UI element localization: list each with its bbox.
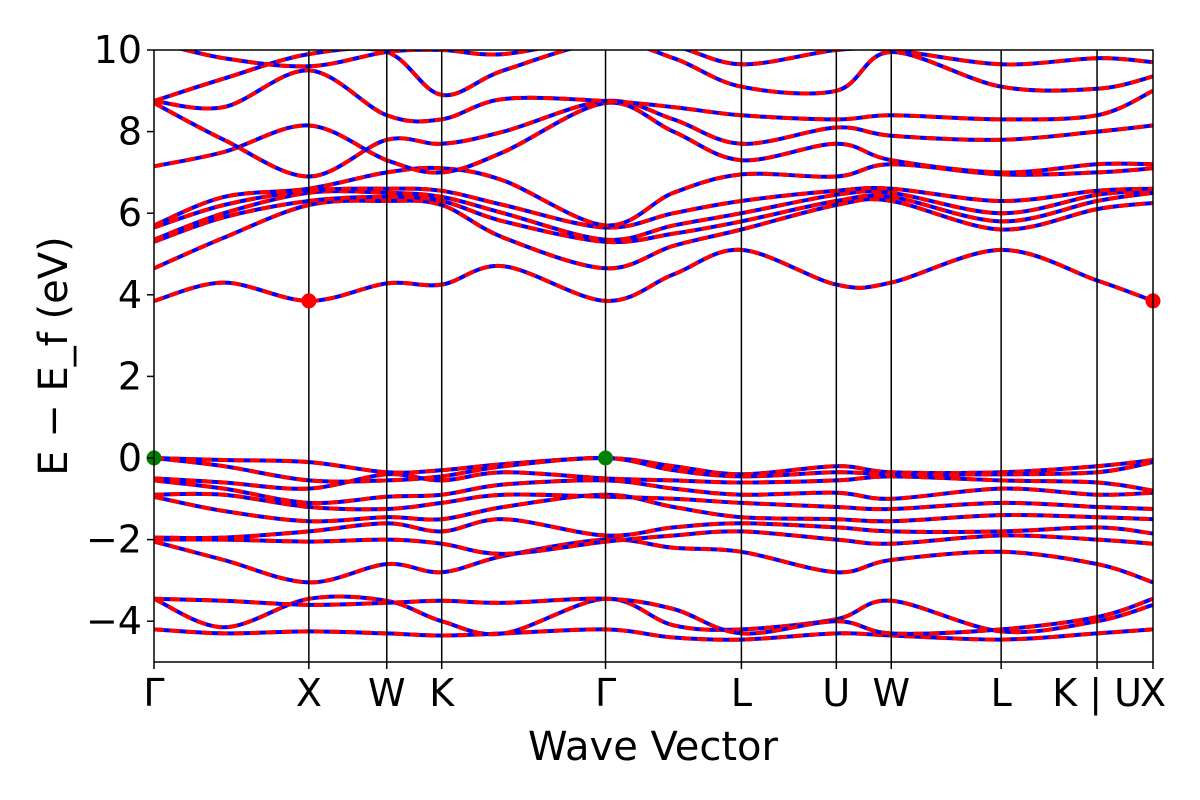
band-23-spin-down-line xyxy=(177,50,1153,69)
x-tick-label-9: L xyxy=(991,671,1012,715)
band-2-spin-down-line xyxy=(154,594,1153,637)
x-tick-label-5: Γ xyxy=(595,671,616,715)
x-axis-title: Wave Vector xyxy=(528,724,779,770)
band-16 xyxy=(154,188,1153,242)
band-23 xyxy=(177,50,1153,69)
band-20 xyxy=(154,98,1153,179)
band-17 xyxy=(154,186,1153,230)
band-13 xyxy=(154,247,1153,303)
band-15-spin-down-line xyxy=(154,190,1153,245)
band-2 xyxy=(154,594,1153,637)
y-tick-label-1: −4 xyxy=(86,599,142,643)
y-axis-title: E − E_f (eV) xyxy=(31,236,77,475)
x-tick-label-11: X xyxy=(1140,671,1166,715)
band-12 xyxy=(154,455,1153,484)
band-9-spin-down-line xyxy=(154,478,1153,506)
band-10 xyxy=(154,470,1153,493)
band-10-spin-down-line xyxy=(154,470,1153,493)
x-tick-label-8: W xyxy=(872,671,910,715)
high-symmetry-lines xyxy=(308,50,1098,662)
band-8-spin-down-line xyxy=(154,491,1153,512)
y-tick-label-5: 4 xyxy=(118,273,142,317)
band-12-spin-down-line xyxy=(154,455,1153,484)
band-14-spin-down-line xyxy=(154,197,1153,271)
band-4-spin-down-line xyxy=(154,537,1153,585)
band-15 xyxy=(154,190,1153,245)
cbm-marker-1 xyxy=(301,293,317,309)
x-tick-label-6: L xyxy=(731,671,752,715)
band-1-spin-down-line xyxy=(154,627,1153,642)
plot-frame xyxy=(153,49,1154,663)
x-tick-label-10: K | U xyxy=(1052,671,1142,716)
band-3 xyxy=(154,596,1153,636)
band-21-spin-up-line xyxy=(154,68,1153,124)
bands-layer xyxy=(154,50,1153,642)
band-6-spin-down-line xyxy=(154,517,1153,541)
y-tick-label-7: 8 xyxy=(118,110,142,154)
vbm-marker-2 xyxy=(598,450,614,466)
y-axis-ticks: −4 −2 0 2 4 6 8 10 xyxy=(86,28,154,643)
band-1 xyxy=(154,627,1153,642)
x-tick-label-1: Γ xyxy=(143,671,164,715)
band-16-spin-down-line xyxy=(154,188,1153,242)
band-17-spin-down-line xyxy=(154,186,1153,230)
x-tick-label-7: U xyxy=(822,671,850,715)
band-4 xyxy=(154,537,1153,585)
band-9 xyxy=(154,478,1153,506)
x-tick-label-3: W xyxy=(368,671,406,715)
y-tick-label-4: 2 xyxy=(118,354,142,398)
band-21 xyxy=(154,68,1153,124)
band-13-spin-up-line xyxy=(154,247,1153,303)
y-tick-label-8: 10 xyxy=(94,28,142,72)
x-tick-label-2: X xyxy=(296,671,322,715)
band-20-spin-down-line xyxy=(154,98,1153,179)
band-6 xyxy=(154,517,1153,541)
band-7-spin-down-line xyxy=(154,492,1153,524)
y-tick-label-2: −2 xyxy=(86,518,142,562)
band-19-spin-down-line xyxy=(154,100,1153,175)
band-5 xyxy=(154,529,1153,556)
band-19 xyxy=(154,100,1153,175)
band-7 xyxy=(154,492,1153,524)
band-8 xyxy=(154,491,1153,512)
extrema-markers xyxy=(146,293,1161,466)
band-14-spin-up-line xyxy=(154,197,1153,271)
y-tick-label-3: 0 xyxy=(118,436,142,480)
band-21-spin-down-line xyxy=(154,68,1153,124)
band-3-spin-up-line xyxy=(154,596,1153,636)
x-tick-label-4: K xyxy=(429,671,455,715)
band-22-spin-down-line xyxy=(154,50,1153,103)
band-14 xyxy=(154,197,1153,271)
band-5-spin-down-line xyxy=(154,529,1153,556)
band-22 xyxy=(154,50,1153,103)
band-13-spin-down-line xyxy=(154,247,1153,303)
y-tick-label-6: 6 xyxy=(118,191,142,235)
